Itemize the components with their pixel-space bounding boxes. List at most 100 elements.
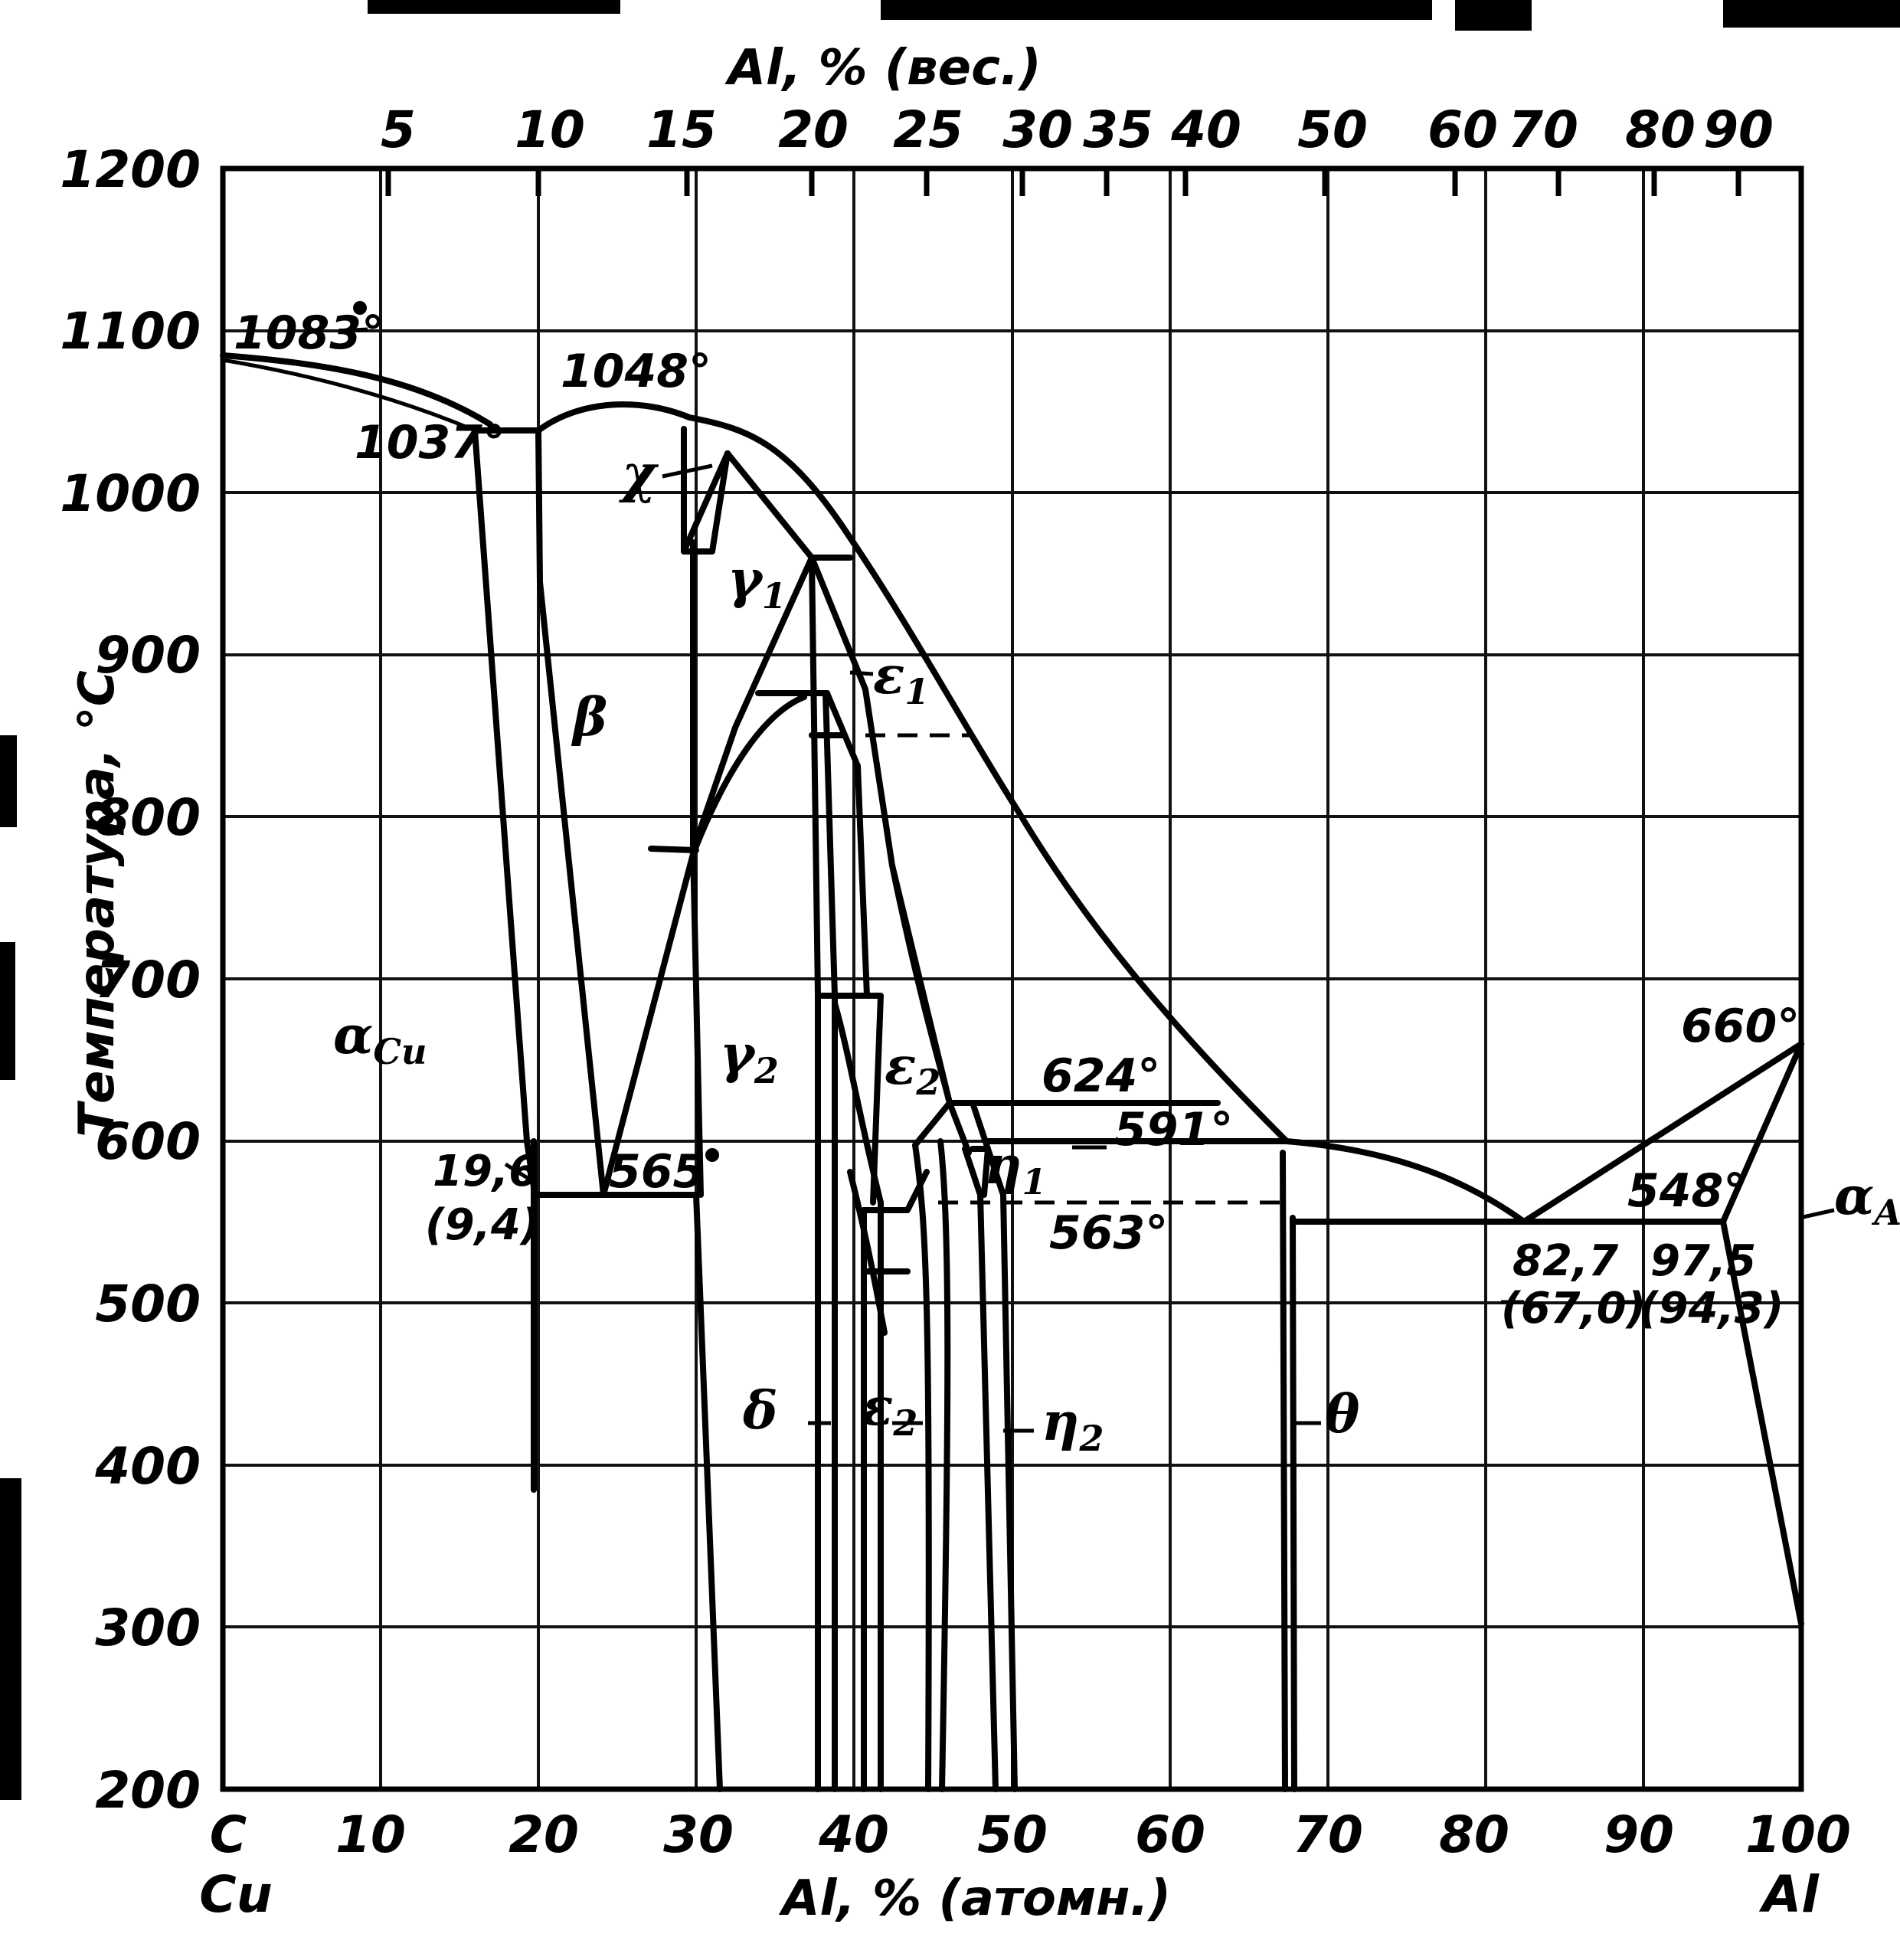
x-tick-60: 60 xyxy=(1135,1805,1205,1864)
gamma2-top xyxy=(690,694,807,857)
scan-artifacts xyxy=(0,0,1900,1800)
delta-right xyxy=(822,690,838,1792)
x-axis-top-title: Al, % (вес.) xyxy=(724,40,1041,97)
scan-blot-left xyxy=(0,1478,21,1800)
x-tick-100: 100 xyxy=(1745,1805,1851,1864)
eta-right xyxy=(985,1146,1018,1792)
phase-eta1: η1 xyxy=(984,1135,1046,1203)
scan-blot-left-2 xyxy=(0,735,17,827)
temp-548: 548° xyxy=(1627,1164,1746,1218)
phase-boundaries xyxy=(220,352,1804,1792)
x-tick-20: 20 xyxy=(509,1805,579,1864)
phase-eps2-lower: ε2 xyxy=(862,1376,917,1444)
alpha-cu-solvus xyxy=(472,427,537,1190)
temp-563: 563° xyxy=(1049,1206,1168,1260)
comp-82-7: 82,7 xyxy=(1512,1236,1618,1286)
y-tick-900: 900 xyxy=(95,626,201,685)
top-tick-15: 15 xyxy=(646,100,717,159)
top-tick-25: 25 xyxy=(893,100,963,159)
phase-eta2: η2 xyxy=(1042,1392,1104,1459)
comp-19-6: 19,6 xyxy=(433,1147,538,1196)
y-tick-300: 300 xyxy=(95,1598,201,1657)
x-tick-90: 90 xyxy=(1604,1805,1674,1864)
theta-right xyxy=(1290,1215,1297,1792)
x-end-al: Al xyxy=(1758,1865,1820,1924)
temp-624: 624° xyxy=(1042,1049,1160,1103)
temp-591: 591° xyxy=(1114,1103,1233,1157)
x-axis-top-tick-labels: 5 10 15 20 25 30 35 40 50 60 70 80 90 xyxy=(381,100,1774,159)
y-axis-title: Температура, °С xyxy=(69,670,126,1137)
eta-left xyxy=(912,1142,932,1792)
y-tick-400: 400 xyxy=(94,1437,201,1496)
top-axis-ticks xyxy=(385,169,1741,196)
comp-97-5: 97,5 xyxy=(1650,1236,1756,1286)
x-tick-50: 50 xyxy=(977,1805,1048,1864)
phase-alpha-cu: αCu xyxy=(333,1005,427,1072)
gamma2-left xyxy=(690,847,704,1198)
temp-565: 565 xyxy=(609,1145,705,1199)
top-tick-70: 70 xyxy=(1508,100,1578,159)
marker-565 xyxy=(705,1148,719,1162)
y-tick-1000: 1000 xyxy=(60,464,201,523)
eps2-box xyxy=(815,993,884,1206)
scan-blot-left-3 xyxy=(0,942,15,1080)
top-tick-10: 10 xyxy=(515,100,585,159)
beta-right xyxy=(600,539,696,1198)
top-tick-40: 40 xyxy=(1170,100,1241,159)
phase-eps1: ε1 xyxy=(873,645,929,712)
top-tick-30: 30 xyxy=(1002,100,1073,159)
y-tick-700: 700 xyxy=(95,951,201,1009)
delta-left xyxy=(809,555,821,1792)
x-tick-30: 30 xyxy=(663,1805,734,1864)
phase-theta: θ xyxy=(1325,1384,1360,1445)
eps1-left xyxy=(824,690,870,999)
comp-94-3: (94,3) xyxy=(1639,1284,1784,1333)
x-tick-10: 10 xyxy=(335,1805,406,1864)
gamma1-top xyxy=(724,450,853,561)
x-tick-70: 70 xyxy=(1293,1805,1363,1864)
top-tick-60: 60 xyxy=(1427,100,1498,159)
scan-blot-top-3 xyxy=(1723,0,1900,28)
liquidus-cu xyxy=(220,352,493,427)
phase-eps2-upper: ε2 xyxy=(885,1036,940,1103)
phase-labels: αCu αAl β χ γ1 γ2 δ ε1 ε2 ε2 η1 η2 θ xyxy=(333,443,1900,1459)
temp-1048: 1048° xyxy=(561,345,711,398)
gamma1-left xyxy=(690,555,815,853)
eps2-upper-right xyxy=(889,862,972,1156)
temperature-labels: 1083° 1037° 1048° 624° 591° 565 563° 660… xyxy=(234,306,1800,1260)
temp-1037: 1037° xyxy=(355,416,505,470)
y-tick-800: 800 xyxy=(95,788,201,847)
isotherm-780 xyxy=(648,846,699,853)
temp-660: 660° xyxy=(1681,1000,1800,1053)
y-tick-1200: 1200 xyxy=(60,140,201,199)
x-tick-40: 40 xyxy=(818,1805,889,1864)
eta-right-2 xyxy=(962,1146,999,1792)
top-tick-90: 90 xyxy=(1703,100,1774,159)
y-tick-1100: 1100 xyxy=(60,302,201,361)
x-axis-bottom-tick-labels: C 10 20 30 40 50 60 70 80 90 100 Cu Al xyxy=(199,1805,1851,1924)
phase-delta: δ xyxy=(742,1380,777,1441)
liquidus-main xyxy=(535,401,1290,1144)
eta-left-2 xyxy=(937,1138,951,1792)
theta-left xyxy=(1280,1150,1288,1792)
solidus-al xyxy=(1720,1041,1804,1225)
comp-67-0: (67,0) xyxy=(1501,1284,1646,1333)
scan-blot-top-4 xyxy=(368,0,620,14)
scan-blot-top-2 xyxy=(1455,0,1532,31)
y-tick-600: 600 xyxy=(95,1112,201,1171)
liquidus-al xyxy=(1521,1041,1804,1225)
top-tick-5: 5 xyxy=(381,100,416,159)
solvus-al xyxy=(1720,1219,1804,1627)
top-tick-50: 50 xyxy=(1297,100,1368,159)
eta1-region xyxy=(970,1146,991,1198)
phase-gamma2: γ2 xyxy=(720,1024,779,1091)
phase-beta: β xyxy=(571,687,607,748)
composition-labels: 19,6 (9,4) 82,7 (67,0) 97,5 (94,3) xyxy=(425,1147,1784,1333)
y-tick-200: 200 xyxy=(95,1761,201,1820)
temp-1083: 1083° xyxy=(234,306,384,360)
beta-left xyxy=(535,427,607,1198)
chi-region xyxy=(681,450,731,555)
top-tick-20: 20 xyxy=(778,100,849,159)
gamma2-right-low xyxy=(693,1192,723,1792)
